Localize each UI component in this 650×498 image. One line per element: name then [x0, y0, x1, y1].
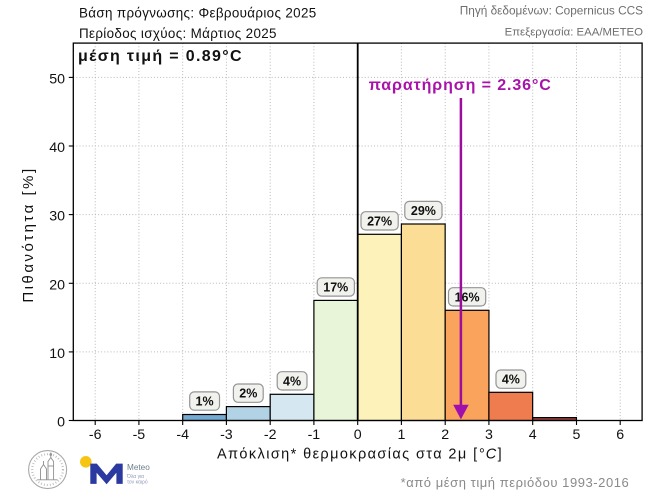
- svg-text:Meteo: Meteo: [127, 463, 150, 472]
- svg-text:10: 10: [49, 346, 65, 362]
- svg-text:40: 40: [49, 140, 65, 156]
- svg-text:-2: -2: [264, 427, 277, 443]
- svg-text:παρατήρηση = 2.36°C: παρατήρηση = 2.36°C: [369, 77, 552, 94]
- svg-text:-3: -3: [220, 427, 233, 443]
- svg-text:16%: 16%: [455, 290, 480, 304]
- svg-text:-6: -6: [89, 427, 102, 443]
- svg-text:17%: 17%: [323, 280, 348, 294]
- svg-text:2%: 2%: [239, 387, 257, 401]
- svg-text:29%: 29%: [411, 204, 436, 218]
- svg-text:μέση τιμή = 0.89°C: μέση τιμή = 0.89°C: [78, 48, 243, 65]
- svg-text:1%: 1%: [196, 395, 214, 409]
- svg-text:4%: 4%: [502, 373, 520, 387]
- svg-text:2: 2: [441, 427, 449, 443]
- svg-text:Πιθανότητα [%]: Πιθανότητα [%]: [20, 166, 37, 302]
- svg-text:-4: -4: [176, 427, 189, 443]
- svg-text:0: 0: [57, 415, 65, 431]
- svg-text:-5: -5: [133, 427, 146, 443]
- svg-text:5: 5: [573, 427, 581, 443]
- svg-text:3: 3: [485, 427, 493, 443]
- svg-text:20: 20: [49, 277, 65, 293]
- svg-text:-1: -1: [308, 427, 321, 443]
- svg-text:*από μέση τιμή περιόδου 1993-2: *από μέση τιμή περιόδου 1993-2016: [401, 475, 630, 490]
- svg-text:Πηγή δεδομένων: Copernicus CCS: Πηγή δεδομένων: Copernicus CCS: [460, 4, 643, 18]
- svg-text:6: 6: [616, 427, 624, 443]
- svg-text:0: 0: [354, 427, 362, 443]
- svg-text:4: 4: [529, 427, 537, 443]
- svg-text:τον καιρό: τον καιρό: [127, 479, 148, 486]
- svg-text:4%: 4%: [283, 374, 301, 388]
- svg-text:27%: 27%: [367, 214, 392, 228]
- svg-text:Επεξεργασία: ΕΑΑ/ΜΕΤΕΟ: Επεξεργασία: ΕΑΑ/ΜΕΤΕΟ: [505, 26, 644, 38]
- svg-text:Βάση πρόγνωσης: Φεβρουάριος 20: Βάση πρόγνωσης: Φεβρουάριος 2025: [79, 5, 317, 20]
- svg-text:1: 1: [397, 427, 405, 443]
- svg-text:30: 30: [49, 209, 65, 225]
- svg-text:Όλα για: Όλα για: [126, 474, 144, 480]
- svg-text:50: 50: [49, 71, 65, 87]
- svg-text:Περίοδος ισχύος: Μάρτιος 2025: Περίοδος ισχύος: Μάρτιος 2025: [79, 26, 277, 41]
- svg-text:Απόκλιση* θερμοκρασίας στα 2μ: Απόκλιση* θερμοκρασίας στα 2μ [°C]: [217, 446, 503, 462]
